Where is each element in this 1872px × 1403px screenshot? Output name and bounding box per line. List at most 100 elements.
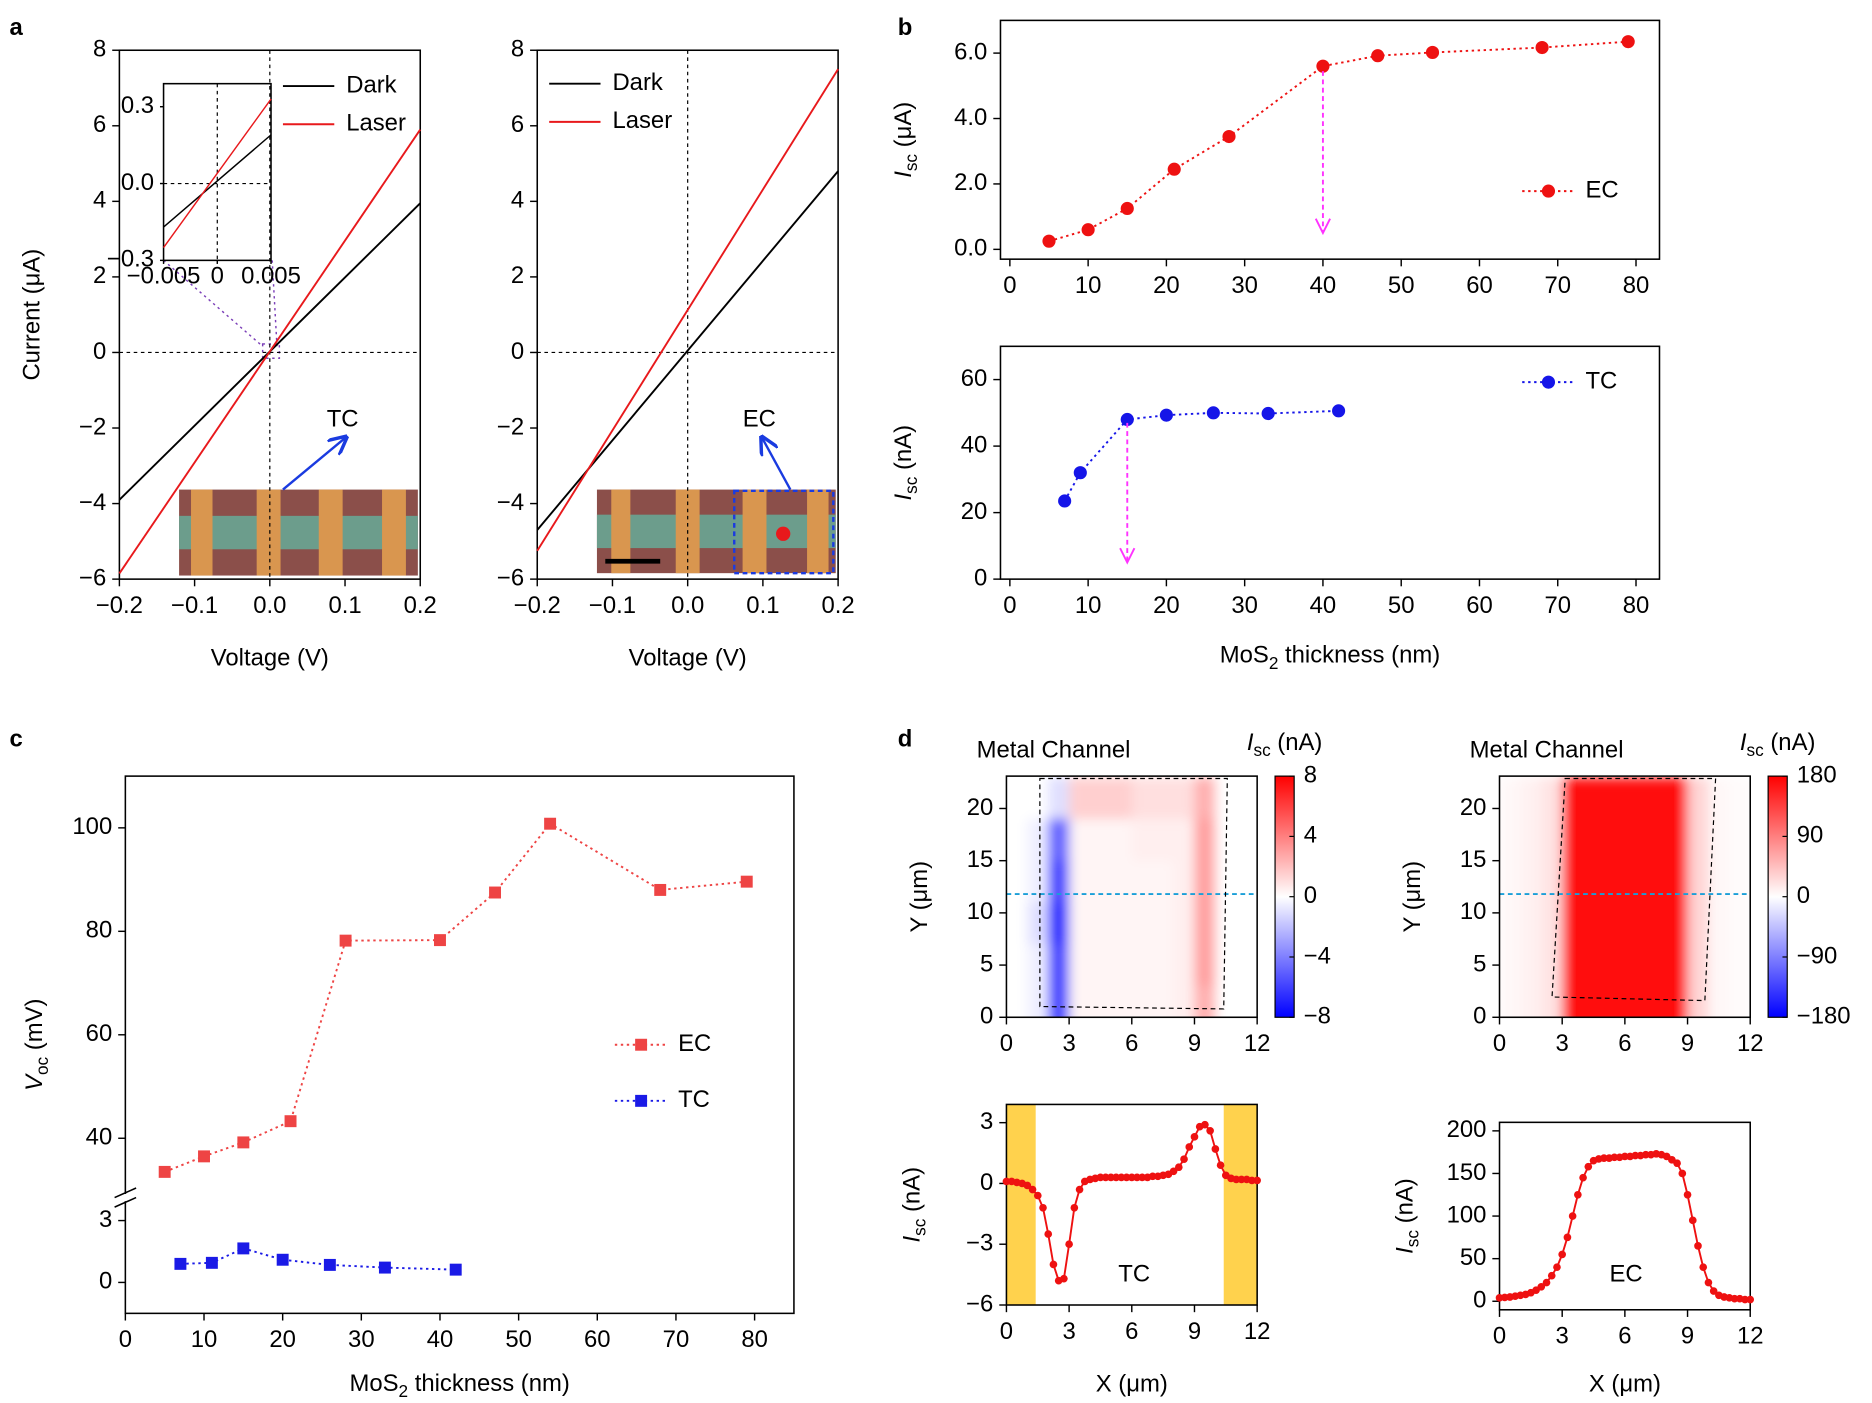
y-tick-label: 6 xyxy=(93,111,106,138)
heatmap-cell xyxy=(1131,902,1154,945)
y-tick-label: 100 xyxy=(1447,1201,1487,1228)
colorbar-title-part: sc xyxy=(1747,740,1765,760)
heatmap-cell xyxy=(1236,860,1258,904)
axis-break-mark xyxy=(114,1196,137,1208)
heatmap-cell xyxy=(1687,944,1710,987)
heatmap-cell xyxy=(1236,818,1258,862)
legend-label: Dark xyxy=(346,71,396,98)
x-tick-label: 3 xyxy=(1556,1030,1569,1057)
y-tick-label: 2.0 xyxy=(954,169,987,196)
heatmap-cell xyxy=(1603,944,1626,987)
x-tick-label: 0.2 xyxy=(404,592,437,619)
x-tick-label: −0.005 xyxy=(127,262,201,289)
heatmap-cell xyxy=(1027,985,1049,1018)
data-point xyxy=(1641,1150,1650,1159)
heatmap-cell xyxy=(1110,818,1133,862)
x-axis-title-part: MoS xyxy=(1220,642,1269,669)
y-tick-label: 3 xyxy=(980,1108,993,1135)
data-point xyxy=(1371,49,1385,63)
x-axis-title: MoS2 thickness (nm) xyxy=(349,1370,569,1400)
heatmap-cell xyxy=(1666,860,1689,904)
data-point xyxy=(205,1256,218,1269)
heatmap-cell xyxy=(1687,818,1710,862)
series-line xyxy=(536,68,839,552)
data-point xyxy=(1180,1155,1188,1163)
data-point xyxy=(1028,1185,1037,1194)
pointer-arrow xyxy=(762,437,792,491)
heatmap-cell xyxy=(1687,860,1710,904)
colorbar-tick-label: −180 xyxy=(1797,1003,1851,1030)
heatmap-cell xyxy=(1499,944,1521,987)
x-tick-label: 80 xyxy=(741,1326,768,1353)
x-tick-label: 30 xyxy=(1231,592,1258,619)
data-point xyxy=(1558,1250,1567,1259)
heatmap-cell xyxy=(1645,985,1668,1018)
heatmap-cell xyxy=(1194,860,1216,904)
heatmap-cell xyxy=(1583,818,1605,862)
colorbar-title: Isc (nA) xyxy=(1247,729,1323,759)
data-point xyxy=(1107,1173,1115,1182)
x-tick-label: 70 xyxy=(663,1326,690,1353)
heatmap-cell xyxy=(1006,985,1028,1018)
data-point xyxy=(1169,1167,1178,1176)
x-tick-label: 6 xyxy=(1618,1030,1631,1057)
heatmap-cell xyxy=(1499,818,1521,862)
y-axis-title-part: I xyxy=(890,493,917,500)
x-axis-title-part: 2 xyxy=(399,1381,409,1401)
data-point xyxy=(489,886,502,899)
heatmap-cell xyxy=(1194,985,1216,1018)
y-axis-title-part: sc xyxy=(901,476,921,494)
heatmap-cell xyxy=(1708,818,1730,862)
data-point xyxy=(1332,404,1346,418)
data-point xyxy=(1073,466,1087,480)
annotation-arrow-head xyxy=(1314,218,1331,236)
heatmap-cell xyxy=(1583,860,1605,904)
data-point xyxy=(1222,129,1236,144)
y-tick-label: 2 xyxy=(93,262,106,289)
data-point xyxy=(1206,1126,1214,1135)
colorbar-tick-label: 8 xyxy=(1304,761,1317,788)
heatmap-cell xyxy=(1194,777,1216,820)
map-title: Metal Channel xyxy=(1470,736,1624,763)
heatmap-cell xyxy=(1499,860,1521,904)
x-tick-label: 70 xyxy=(1544,592,1571,619)
x-tick-label: 12 xyxy=(1244,1318,1271,1345)
data-point xyxy=(1120,201,1134,216)
shade-band xyxy=(1223,1104,1258,1306)
x-tick-label: 9 xyxy=(1188,1318,1201,1345)
y-axis-title-part: sc xyxy=(909,1218,929,1236)
heatmap-cell xyxy=(1090,818,1112,862)
data-point xyxy=(1688,1216,1697,1225)
data-point xyxy=(1002,1177,1011,1186)
x-tick-label: 40 xyxy=(427,1326,454,1353)
x-tick-label: 3 xyxy=(1556,1323,1569,1350)
shade-band xyxy=(1006,1104,1036,1306)
heatmap-cell xyxy=(1048,860,1070,904)
heatmap xyxy=(1499,777,1751,1018)
colorbar-tick-label: −4 xyxy=(1304,942,1331,969)
heatmap-cell xyxy=(1603,985,1626,1018)
heatmap-cell xyxy=(1215,777,1237,820)
heatmap-cell xyxy=(1236,985,1258,1018)
data-point xyxy=(1621,35,1635,49)
y-axis-title-part: I xyxy=(1392,1247,1419,1254)
data-point xyxy=(1535,40,1549,55)
heatmap-cell xyxy=(1708,902,1730,945)
heatmap-cell xyxy=(1110,777,1133,820)
x-axis-title: MoS2 thickness (nm) xyxy=(1220,642,1440,672)
plot-frame xyxy=(999,345,1661,580)
heatmap-cell xyxy=(1645,777,1668,820)
series-line xyxy=(164,822,747,1173)
x-tick-label: 0 xyxy=(1003,592,1016,619)
x-tick-label: 0 xyxy=(211,262,224,289)
heatmap-cell xyxy=(1006,860,1028,904)
heatmap-cell xyxy=(1069,902,1091,945)
y-tick-label: 20 xyxy=(1460,794,1487,821)
colorbar-tick-label: 4 xyxy=(1304,822,1317,849)
x-tick-label: −0.1 xyxy=(171,592,218,619)
heatmap-cell xyxy=(1583,944,1605,987)
heatmap-cell xyxy=(1110,985,1133,1018)
pointer-arrow xyxy=(282,437,346,491)
